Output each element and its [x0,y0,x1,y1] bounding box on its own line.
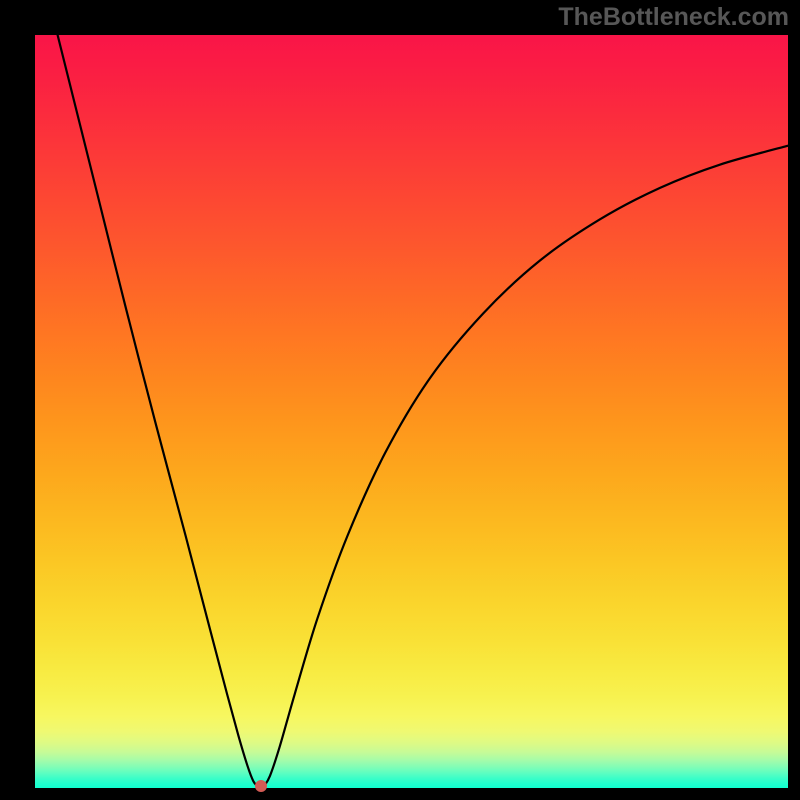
curve-layer [0,0,800,800]
bottleneck-curve-segment [58,35,258,786]
minimum-marker [255,780,267,792]
bottleneck-curve-segment [264,146,788,787]
watermark-text: TheBottleneck.com [558,3,789,32]
chart-container: TheBottleneck.com [0,0,800,800]
